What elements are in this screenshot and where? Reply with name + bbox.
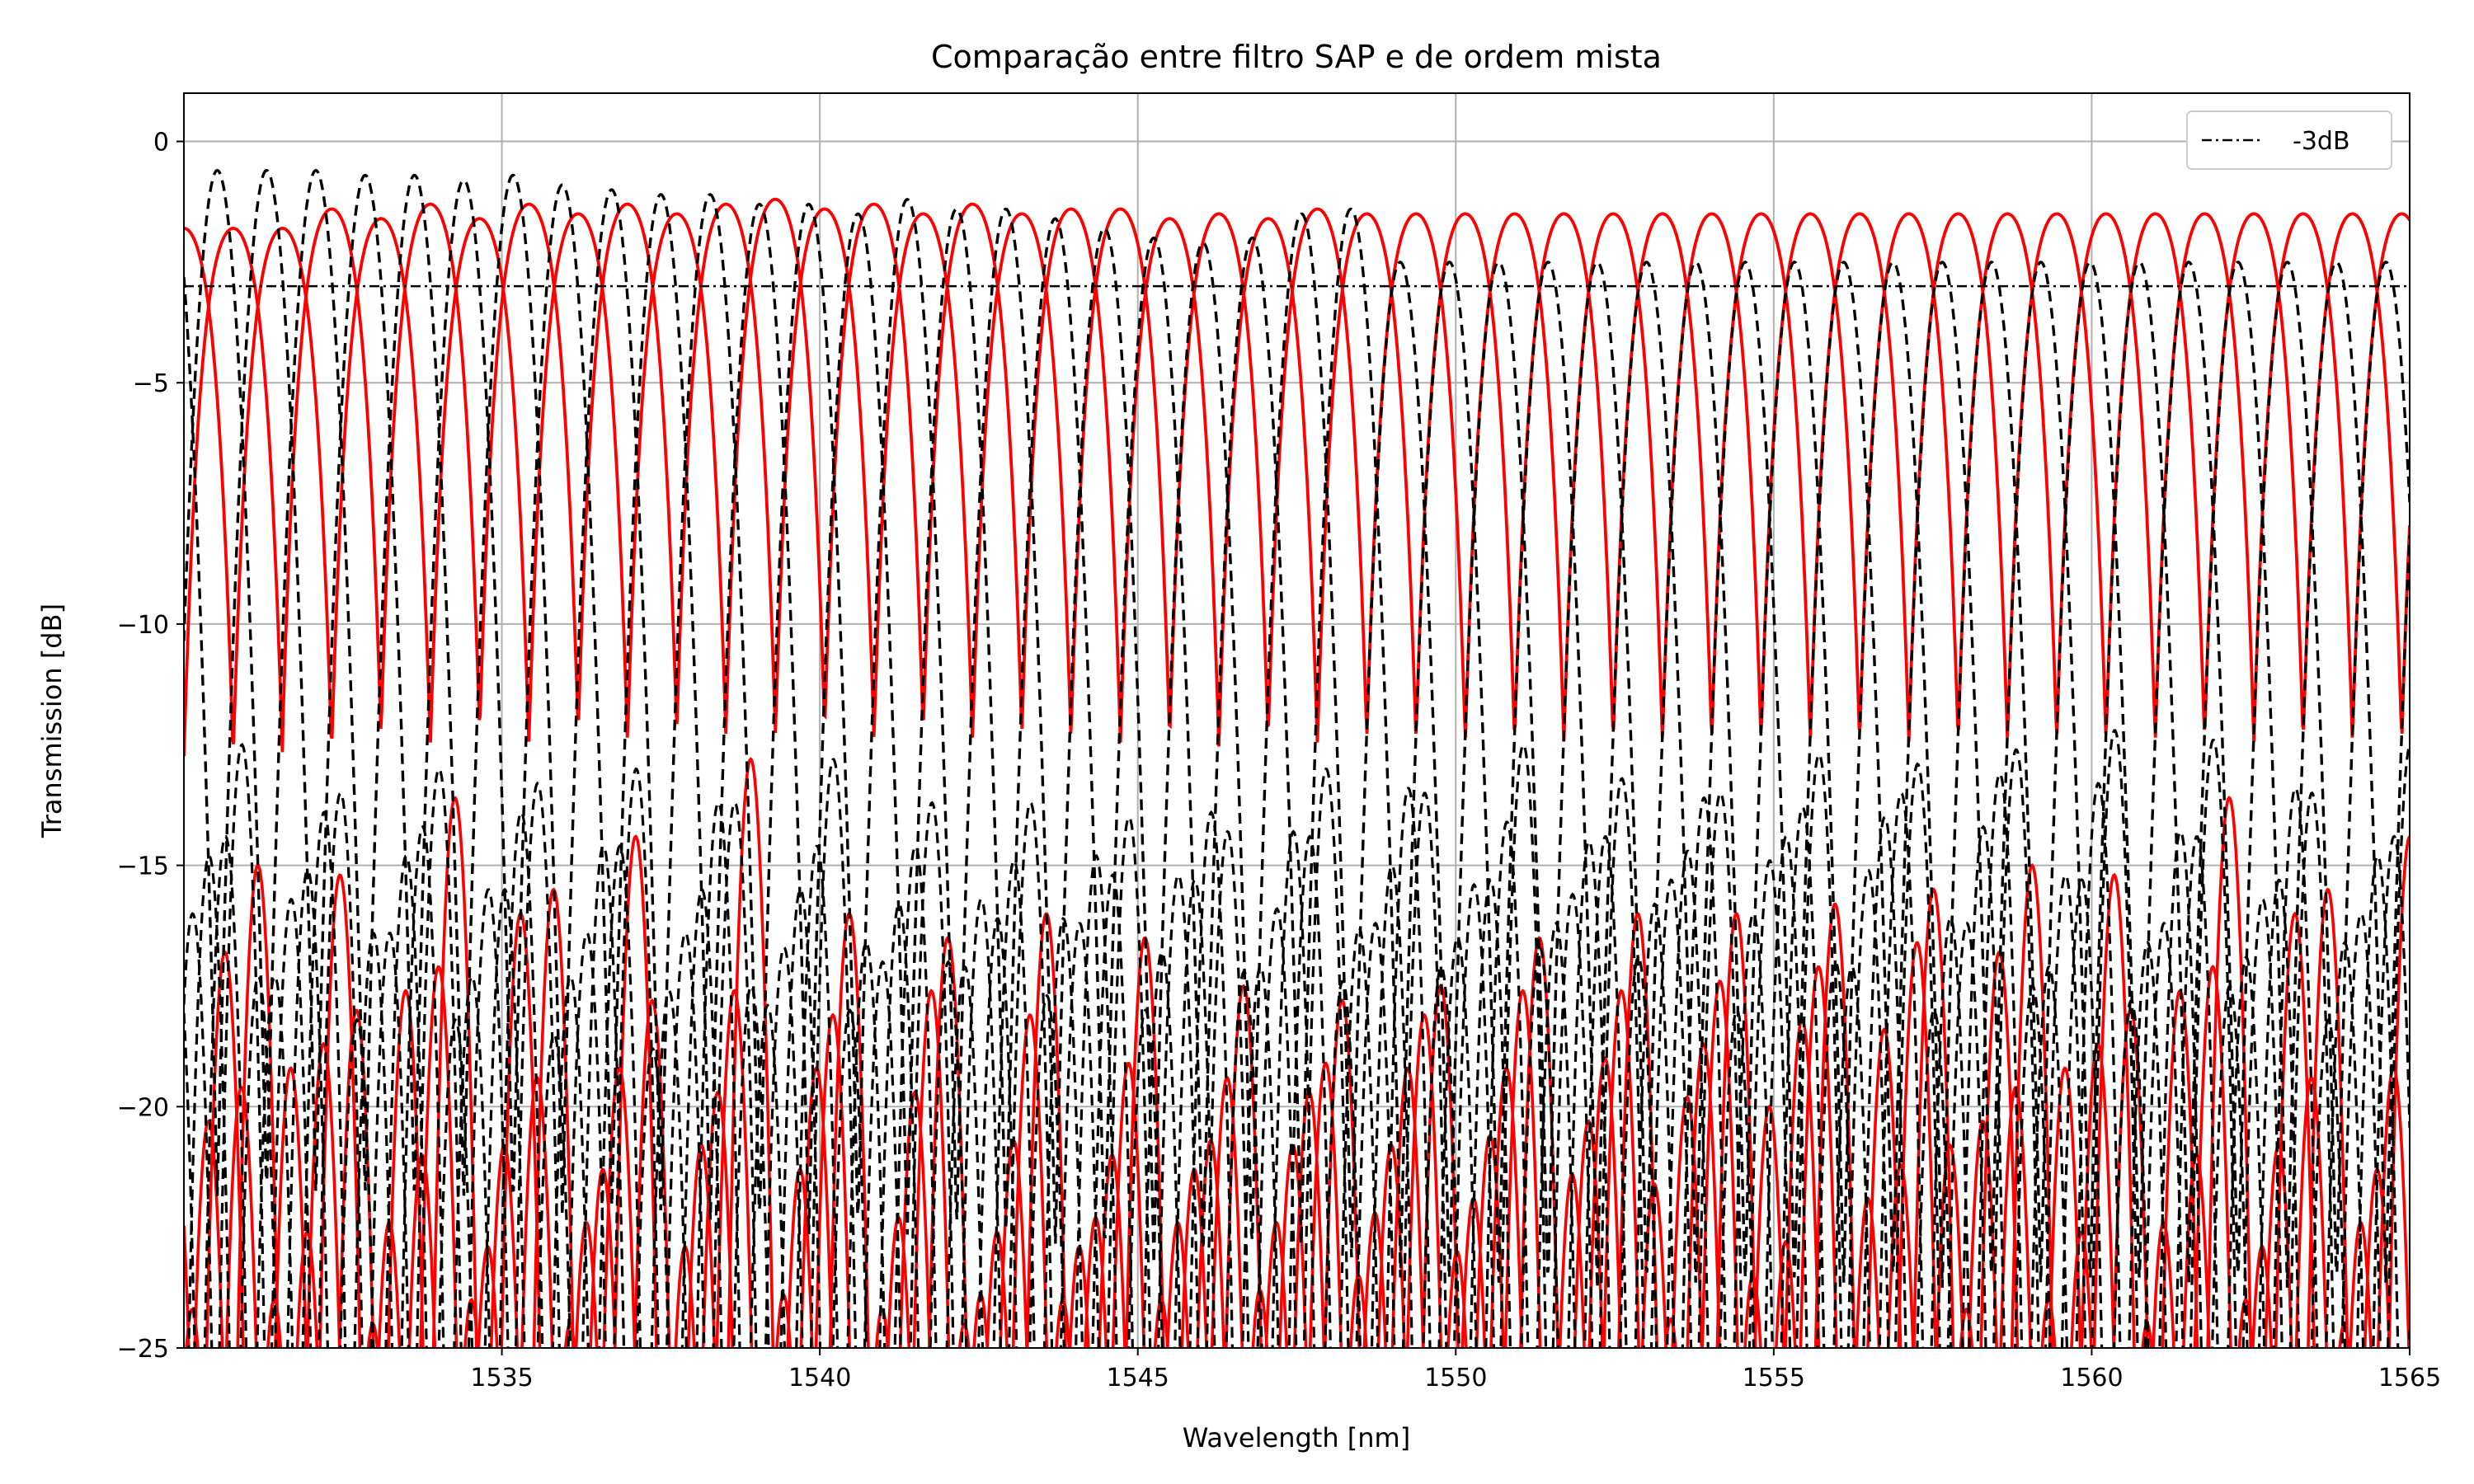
passband-curve: [184, 202, 2410, 757]
sidelobe-curve: [205, 911, 2410, 1348]
passband-curve: [184, 168, 2410, 1288]
x-axis-label: Wavelength [nm]: [1183, 1422, 1410, 1453]
x-tick-label: 1565: [2378, 1364, 2441, 1392]
y-tick-label: −15: [117, 852, 169, 881]
legend-label: -3dB: [2293, 127, 2350, 156]
sidelobe-curve: [187, 815, 2400, 1348]
sidelobe-curve: [193, 989, 2392, 1348]
x-tick-label: 1550: [1424, 1364, 1487, 1392]
y-tick-label: −5: [133, 369, 169, 398]
plot-frame: [183, 92, 2411, 1349]
legend: -3dB: [2186, 110, 2392, 170]
passband-curve: [184, 168, 2410, 1288]
x-tick-label: 1555: [1743, 1364, 1805, 1392]
y-tick-label: −25: [117, 1335, 169, 1364]
y-tick-label: −20: [117, 1093, 169, 1122]
ticks: 1535 1540 1545 1550 1555 1560 1565 0 −5 −10 −15 −20…: [117, 129, 2441, 1392]
curves: [184, 168, 2410, 1348]
sidelobe-curve: [218, 729, 2410, 1348]
x-tick-label: 1535: [470, 1364, 533, 1392]
chart-title: Comparação entre filtro SAP e de ordem m…: [931, 39, 1662, 75]
x-tick-label: 1545: [1107, 1364, 1169, 1392]
y-tick-label: −10: [117, 611, 169, 640]
legend-box: [2186, 110, 2392, 170]
sidelobe-curve: [184, 902, 2365, 1348]
y-tick-label: 0: [153, 129, 169, 157]
x-tick-label: 1540: [788, 1364, 851, 1392]
y-axis-label: Transmission [dB]: [36, 603, 68, 838]
x-tick-label: 1560: [2060, 1364, 2123, 1392]
